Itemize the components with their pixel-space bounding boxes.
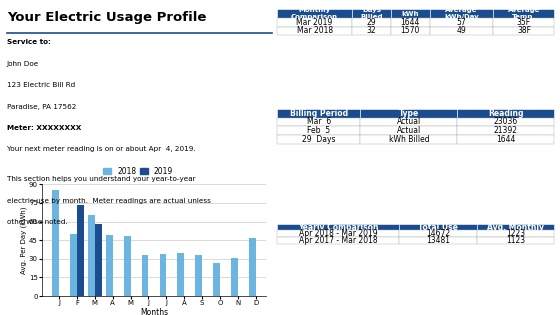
Text: 49: 49 bbox=[456, 26, 466, 35]
Text: otherwise noted.: otherwise noted. bbox=[7, 219, 67, 225]
Bar bbox=[361, 117, 458, 126]
Text: kWh Billed: kWh Billed bbox=[389, 135, 429, 144]
Bar bbox=[477, 231, 554, 237]
Text: 1644: 1644 bbox=[496, 135, 516, 144]
Bar bbox=[95, 224, 101, 296]
Text: 29: 29 bbox=[367, 18, 376, 27]
Text: 14672: 14672 bbox=[426, 229, 450, 238]
Text: Actual: Actual bbox=[396, 126, 421, 135]
Bar bbox=[277, 224, 399, 231]
Text: 35F: 35F bbox=[517, 18, 531, 27]
Bar bbox=[430, 26, 493, 35]
Bar bbox=[458, 109, 554, 117]
Text: Your Electric Usage Profile: Your Electric Usage Profile bbox=[7, 11, 206, 24]
Text: Actual: Actual bbox=[396, 117, 421, 126]
Bar bbox=[277, 26, 352, 35]
Bar bbox=[399, 237, 477, 244]
Bar bbox=[160, 254, 166, 296]
Bar bbox=[277, 117, 361, 126]
Text: 57: 57 bbox=[456, 18, 466, 27]
Bar bbox=[124, 237, 130, 296]
Text: 1570: 1570 bbox=[400, 26, 420, 35]
Bar bbox=[391, 9, 430, 18]
X-axis label: Months: Months bbox=[140, 308, 168, 315]
Bar bbox=[458, 126, 554, 135]
Bar bbox=[231, 258, 238, 296]
Bar bbox=[277, 231, 399, 237]
Text: 21392: 21392 bbox=[494, 126, 518, 135]
Bar bbox=[277, 237, 399, 244]
Text: electric use by month.  Meter readings are actual unless: electric use by month. Meter readings ar… bbox=[7, 198, 211, 204]
Bar bbox=[195, 255, 202, 296]
Bar bbox=[493, 18, 554, 26]
Text: Mar  6: Mar 6 bbox=[307, 117, 331, 126]
Bar bbox=[430, 9, 493, 18]
Bar bbox=[106, 235, 113, 296]
Text: 32: 32 bbox=[367, 26, 376, 35]
Bar bbox=[277, 109, 361, 117]
Y-axis label: Avg. Per Day (kWh): Avg. Per Day (kWh) bbox=[21, 206, 27, 274]
Text: Service to:: Service to: bbox=[7, 39, 50, 45]
Text: Days
Billed: Days Billed bbox=[360, 7, 383, 20]
Bar bbox=[277, 126, 361, 135]
Bar bbox=[391, 18, 430, 26]
Bar bbox=[399, 224, 477, 231]
Bar bbox=[213, 263, 220, 296]
Text: Mar 2019: Mar 2019 bbox=[296, 18, 333, 27]
Text: Meter: XXXXXXXX: Meter: XXXXXXXX bbox=[7, 125, 81, 131]
Text: John Doe: John Doe bbox=[7, 61, 39, 67]
Bar bbox=[352, 26, 391, 35]
Text: 29  Days: 29 Days bbox=[302, 135, 335, 144]
Bar bbox=[361, 126, 458, 135]
Bar bbox=[493, 26, 554, 35]
Bar bbox=[352, 18, 391, 26]
Bar bbox=[142, 255, 148, 296]
Text: 13481: 13481 bbox=[426, 236, 450, 245]
Legend: 2018, 2019: 2018, 2019 bbox=[100, 163, 176, 179]
Text: 1223: 1223 bbox=[506, 229, 525, 238]
Bar bbox=[178, 253, 184, 296]
Bar bbox=[77, 205, 83, 296]
Bar bbox=[477, 224, 554, 231]
Text: Mar 2018: Mar 2018 bbox=[297, 26, 333, 35]
Text: Type: Type bbox=[399, 109, 419, 117]
Bar bbox=[249, 238, 256, 296]
Bar bbox=[361, 109, 458, 117]
Text: 23036: 23036 bbox=[494, 117, 518, 126]
Bar bbox=[277, 135, 361, 144]
Text: Paradise, PA 17562: Paradise, PA 17562 bbox=[7, 104, 76, 110]
Bar bbox=[352, 9, 391, 18]
Bar bbox=[399, 231, 477, 237]
Bar bbox=[52, 191, 59, 296]
Text: Avg. Monthly: Avg. Monthly bbox=[487, 223, 544, 232]
Text: Reading: Reading bbox=[488, 109, 524, 117]
Text: Feb  5: Feb 5 bbox=[307, 126, 330, 135]
Bar bbox=[88, 215, 95, 296]
Bar bbox=[458, 117, 554, 126]
Bar bbox=[430, 18, 493, 26]
Text: Average
kWh/Day: Average kWh/Day bbox=[444, 7, 479, 20]
Text: Monthly
Comparison: Monthly Comparison bbox=[291, 7, 338, 20]
Text: 1123: 1123 bbox=[506, 236, 525, 245]
Text: Total Use: Total Use bbox=[418, 223, 458, 232]
Bar bbox=[391, 26, 430, 35]
Text: 1644: 1644 bbox=[400, 18, 420, 27]
Text: 123 Electric Bill Rd: 123 Electric Bill Rd bbox=[7, 82, 75, 88]
Text: Your next meter reading is on or about Apr  4, 2019.: Your next meter reading is on or about A… bbox=[7, 146, 195, 152]
Text: Yearly Comparison: Yearly Comparison bbox=[298, 223, 379, 232]
Bar bbox=[477, 237, 554, 244]
Text: Apr 2017 - Mar 2018: Apr 2017 - Mar 2018 bbox=[299, 236, 377, 245]
Text: kWh: kWh bbox=[402, 11, 419, 17]
Text: This section helps you understand your year-to-year: This section helps you understand your y… bbox=[7, 176, 195, 182]
Bar bbox=[277, 18, 352, 26]
Text: Billing Period: Billing Period bbox=[290, 109, 348, 117]
Text: Average
Temp.: Average Temp. bbox=[508, 7, 540, 20]
Text: Apr 2018 - Mar 2019: Apr 2018 - Mar 2019 bbox=[299, 229, 377, 238]
Bar bbox=[277, 9, 352, 18]
Bar bbox=[70, 234, 77, 296]
Bar bbox=[361, 135, 458, 144]
Text: 38F: 38F bbox=[517, 26, 531, 35]
Bar bbox=[493, 9, 554, 18]
Bar bbox=[458, 135, 554, 144]
